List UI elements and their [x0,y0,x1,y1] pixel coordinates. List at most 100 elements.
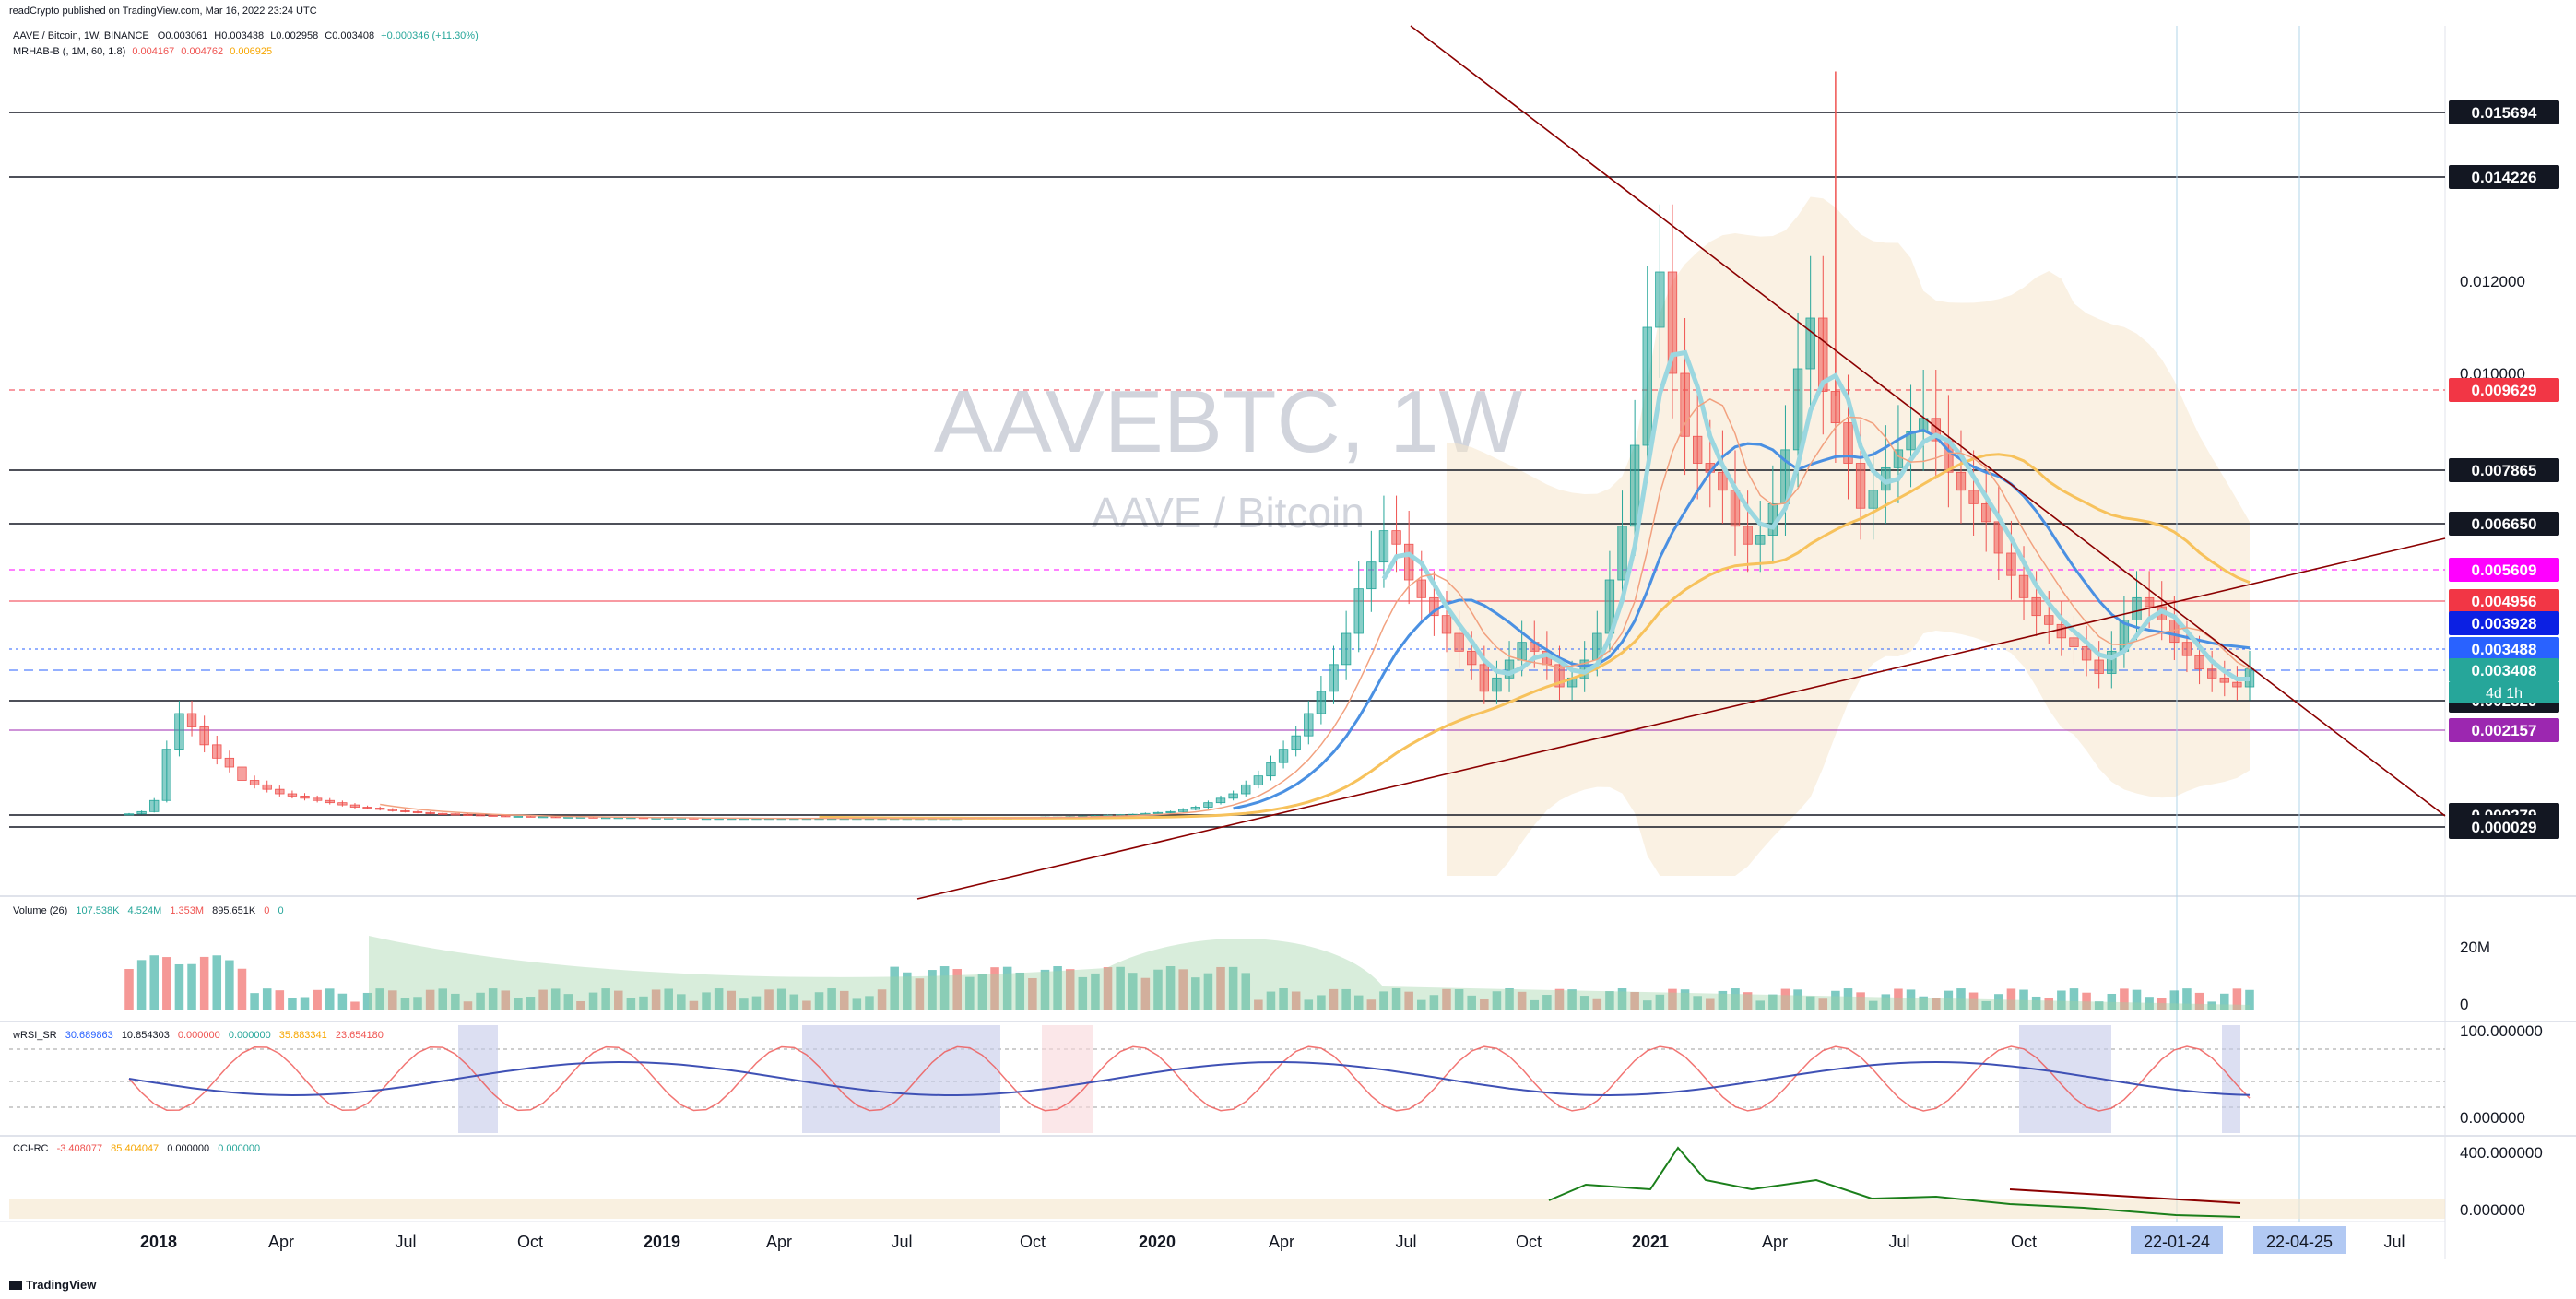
volume-ma-cloud [369,936,2250,1010]
volume-bar [689,1000,699,1010]
cci-value-2: 85.404047 [111,1143,160,1154]
candle-body [2069,637,2079,647]
indicator-axis-tick-0: 20M [2460,939,2490,956]
mrhab-legend[interactable]: MRHAB-B (, 1M, 60, 1.8) 0.004167 0.00476… [13,46,272,57]
volume-bar [1706,998,1715,1010]
volume-bar [1454,989,1464,1010]
candle-body [1755,535,1766,545]
volume-bar [1053,966,1062,1010]
volume-bar [852,998,862,1010]
volume-bar [1467,995,1476,1010]
volume-legend[interactable]: Volume (26) 107.538K 4.524M 1.353M 895.6… [13,905,290,916]
time-axis[interactable]: 2018 Apr Jul Oct 2019 Apr Jul Oct 2020 Apr Jul Oct 2… [140,1226,2405,1254]
candle-body [2018,574,2029,598]
volume-bar [1216,966,1225,1010]
volume-bar [1391,988,1401,1010]
volume-bar [225,960,234,1010]
candle-body [2006,552,2016,576]
candle-body [1454,632,1464,652]
ma-short-salmon [380,398,2251,820]
candle-body [287,793,298,797]
volume-bar [337,993,348,1010]
trendline-descending [1410,25,2446,817]
indicator-axis-tick-5: 0.000000 [2460,1201,2525,1219]
volume-bar [1254,999,1263,1010]
volume-bar [1843,988,1853,1010]
volume-bar [1140,977,1151,1010]
volume-bar [501,990,511,1010]
wrsi-value-5: 35.883341 [278,1030,327,1041]
time-badge-bg-22-01-24 [2131,1226,2223,1254]
tradingview-logo[interactable]: TradingView [9,1278,96,1292]
candle-body [513,815,524,818]
volume-bar [187,963,196,1010]
volume-bar [802,1000,811,1010]
mrhab-value-1: 0.004167 [132,46,175,57]
candle-body [1316,691,1327,714]
time-tick-Oct: Oct [517,1233,543,1251]
volume-bar [1153,969,1163,1010]
volume-bar [1919,996,1928,1010]
volume-bar [275,990,285,1010]
volume-bar [1366,999,1377,1010]
candle-body [1517,642,1527,661]
candle-body [2081,646,2092,661]
volume-bar [350,1001,360,1010]
candle-body [463,813,473,816]
candle-body [275,788,285,795]
candle-body [563,816,573,819]
volume-bar [199,956,209,1010]
candle-body [2181,642,2192,656]
indicator-axis-tick-2: 100.000000 [2460,1022,2543,1040]
candle-body [450,813,461,816]
candle-body [1366,561,1377,590]
volume-bar [1091,973,1100,1010]
price-label-bg-0.014226 [2449,165,2559,189]
candle-body [1968,490,1979,504]
candle-body [475,814,486,817]
volume-bar [1755,1000,1765,1010]
candle-body [349,804,360,808]
volume-bar [1542,995,1552,1010]
time-tick-Apr: Apr [1762,1233,1788,1251]
volume-bar [965,976,975,1010]
price-tick-0.012000: 0.012000 [2460,273,2525,290]
volume-bar [1028,977,1037,1010]
candlestick-series[interactable] [124,71,2255,821]
candle-body [174,713,184,750]
candle-body [2232,681,2242,688]
price-axis[interactable]: 0.0120000.0100000.0156940.0142260.009629… [2449,100,2559,1219]
volume-bar [526,997,536,1010]
candle-body [136,810,147,815]
volume-bar [2069,988,2079,1010]
volume-bar [149,955,159,1010]
horizontal-levels[interactable] [9,112,2445,828]
price-label-bg-0.004956 [2449,589,2559,613]
price-label-bg-0.009629 [2449,378,2559,402]
cci-legend[interactable]: CCI-RC -3.408077 85.404047 0.000000 0.00… [13,1143,266,1154]
candle-body [199,726,209,746]
candle-body [2219,677,2229,683]
volume-bar [400,998,410,1010]
volume-bar [262,988,272,1010]
candle-body [1416,579,1426,598]
volume-bar [2207,1001,2216,1010]
volume-bar [375,988,384,1010]
candle-body [1479,664,1489,692]
volume-bar [438,988,447,1010]
candle-body [1805,317,1815,370]
candle-body [1429,596,1439,617]
wrsi-legend[interactable]: wRSI_SR 30.689863 10.854303 0.000000 0.0… [13,1030,389,1041]
rsi-line [128,1045,2251,1112]
candle-body [1253,775,1264,785]
trendlines[interactable] [916,25,2446,900]
volume-bar [1793,989,1802,1010]
volume-bar [1642,1000,1652,1010]
candle-body [1843,422,1853,464]
candle-body [1304,713,1314,737]
volume-bar [1040,969,1050,1010]
price-label-0.000029: 0.000029 [2472,819,2537,836]
volume-bar [388,990,397,1010]
candle-body [375,808,385,810]
